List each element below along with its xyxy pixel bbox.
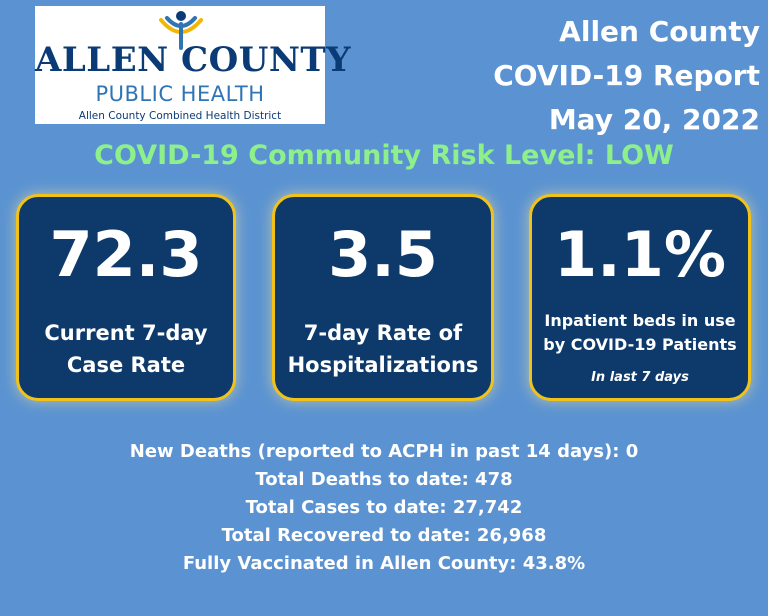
summary-stats: New Deaths (reported to ACPH in past 14 … xyxy=(0,438,768,578)
hospitalization-rate-label-line1: 7-day Rate of xyxy=(303,321,463,345)
inpatient-beds-label-line1: Inpatient beds in use xyxy=(544,311,736,330)
hospitalization-rate-card: 3.5 7-day Rate of Hospitalizations xyxy=(272,194,494,401)
inpatient-beds-card: 1.1% Inpatient beds in use by COVID-19 P… xyxy=(529,194,751,401)
report-title: Allen County COVID-19 Report May 20, 202… xyxy=(380,10,760,142)
logo-subtitle: PUBLIC HEALTH xyxy=(95,82,265,106)
report-title-county: Allen County xyxy=(559,15,760,48)
vaccinated-line: Fully Vaccinated in Allen County: 43.8% xyxy=(182,553,586,574)
case-rate-card: 72.3 Current 7-day Case Rate xyxy=(16,194,236,401)
hospitalization-rate-label-line2: Hospitalizations xyxy=(287,353,479,377)
total-deaths-line: Total Deaths to date: 478 xyxy=(255,469,513,490)
total-cases-line: Total Cases to date: 27,742 xyxy=(245,497,523,518)
case-rate-label-line1: Current 7-day xyxy=(44,321,208,345)
report-date: May 20, 2022 xyxy=(548,103,760,136)
hospitalization-rate-value: 3.5 xyxy=(328,218,438,291)
report-title-name: COVID-19 Report xyxy=(493,59,760,92)
inpatient-beds-label: Inpatient beds in use by COVID-19 Patien… xyxy=(532,309,748,357)
agency-logo: ALLEN COUNTY PUBLIC HEALTH Allen County … xyxy=(35,6,352,124)
logo-district: Allen County Combined Health District xyxy=(78,110,282,122)
hospitalization-rate-label: 7-day Rate of Hospitalizations xyxy=(275,317,491,381)
community-risk-level: COVID-19 Community Risk Level: LOW xyxy=(94,140,674,171)
new-deaths-line: New Deaths (reported to ACPH in past 14 … xyxy=(129,441,639,462)
person-figure-logo-icon xyxy=(159,11,203,50)
case-rate-value: 72.3 xyxy=(49,218,203,291)
inpatient-beds-note: In last 7 days xyxy=(591,370,689,385)
inpatient-beds-value: 1.1% xyxy=(554,218,726,291)
inpatient-beds-label-line2: by COVID-19 Patients xyxy=(543,335,737,354)
logo-agency-name: ALLEN COUNTY xyxy=(35,40,352,80)
case-rate-label: Current 7-day Case Rate xyxy=(19,317,233,381)
case-rate-label-line2: Case Rate xyxy=(66,353,186,377)
total-recovered-line: Total Recovered to date: 26,968 xyxy=(221,525,547,546)
